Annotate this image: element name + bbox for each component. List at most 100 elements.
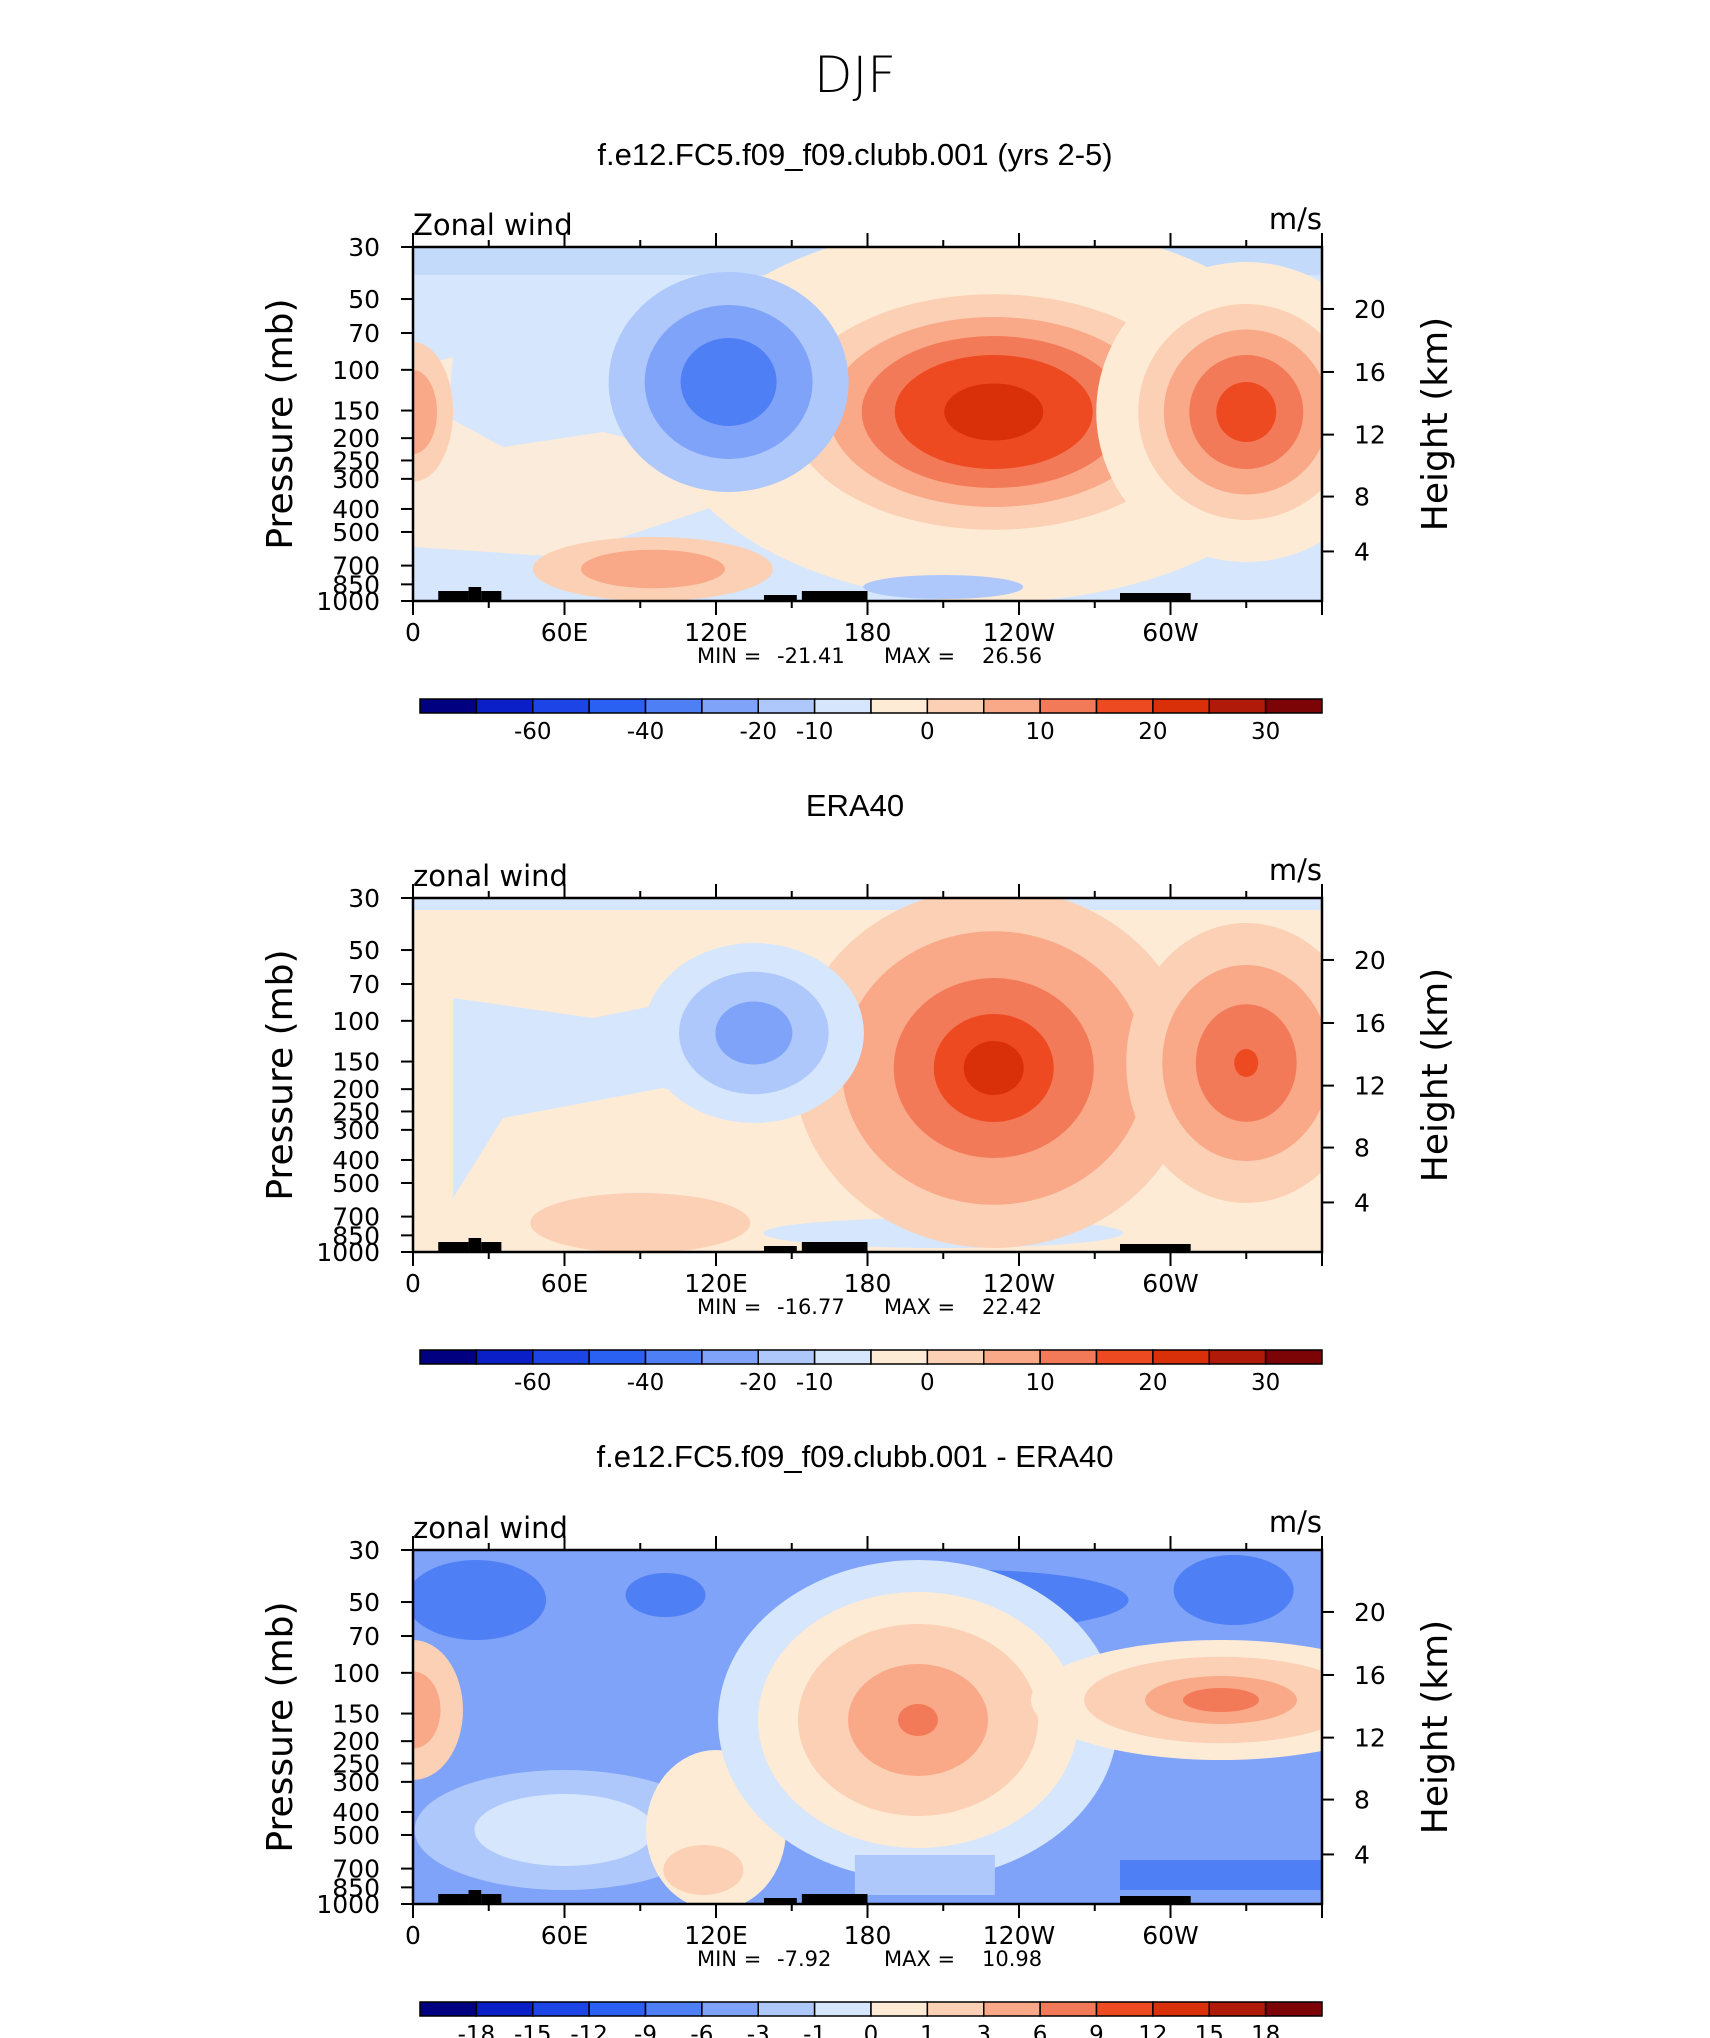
colorbar-label: -10	[796, 719, 834, 745]
x-tick-label: 0	[405, 1921, 421, 1950]
x-tick-label: 120E	[684, 1921, 748, 1950]
y2-tick-label: 12	[1354, 1724, 1386, 1753]
land-mask	[468, 587, 482, 601]
land-mask	[438, 1894, 469, 1904]
topography	[438, 587, 1191, 601]
colorbar-swatch	[813, 1349, 872, 1365]
topography	[438, 1238, 1191, 1252]
colorbar-swatch	[1264, 698, 1323, 714]
colorbar-label: 18	[1251, 2022, 1280, 2038]
y-tick-label: 300	[332, 465, 380, 494]
max-label: MAX =	[884, 1947, 955, 1971]
y-tick-label: 70	[348, 970, 380, 999]
y-tick-label: 700	[332, 552, 380, 581]
x-tick-label: 60E	[541, 618, 589, 647]
land-mask	[1120, 1896, 1191, 1904]
colorbar-swatch	[475, 698, 534, 714]
y2-axis-title: Height (km)	[1415, 317, 1456, 531]
colorbar-swatch	[983, 1349, 1041, 1365]
heatmap-field	[413, 898, 1322, 1252]
colorbar-label: 20	[1138, 719, 1167, 745]
colorbar-swatch	[1208, 698, 1267, 714]
min-value: -7.92	[777, 1947, 831, 1971]
y-tick-label: 30	[348, 884, 380, 913]
y-tick-label: 30	[348, 233, 380, 262]
x-tick-label: 60W	[1142, 618, 1199, 647]
y-tick-label: 400	[332, 1146, 380, 1175]
y-tick-label: 850	[332, 1873, 380, 1902]
y-tick-label: 500	[332, 1821, 380, 1850]
colorbar-swatch	[926, 698, 985, 714]
x-tick-label: 180	[844, 1269, 892, 1298]
y-tick-label: 70	[348, 319, 380, 348]
max-label: MAX =	[884, 644, 955, 668]
contour-fill	[1234, 1049, 1259, 1077]
colorbar-swatch	[701, 1349, 759, 1365]
contour-fill	[898, 1704, 938, 1736]
contour-fill	[1173, 1555, 1294, 1625]
colorbar-swatch	[1152, 2001, 1210, 2017]
positive-region	[413, 357, 713, 557]
y-axis-title: Pressure (mb)	[260, 1601, 301, 1852]
colorbar-swatch	[1208, 1349, 1267, 1365]
contour-fill	[413, 1671, 441, 1749]
upper-band	[413, 898, 1322, 910]
y2-tick-label: 16	[1354, 358, 1386, 387]
colorbar-swatch	[1264, 1349, 1323, 1365]
y2-tick-label: 16	[1354, 1009, 1386, 1038]
colorbar-swatch	[870, 1349, 929, 1365]
min-value: -21.41	[777, 644, 845, 668]
colorbar-swatch	[983, 698, 1041, 714]
land-mask	[481, 1242, 502, 1252]
contour-fill	[963, 1041, 1024, 1095]
y-tick-label: 700	[332, 1855, 380, 1884]
min-label: MIN =	[697, 644, 761, 668]
colorbar-swatch	[419, 1349, 478, 1365]
colorbar-label: -40	[627, 1370, 665, 1396]
contour-fill	[413, 370, 437, 454]
colorbar-label: -15	[514, 2022, 552, 2038]
y2-tick-label: 4	[1354, 1188, 1370, 1217]
x-tick-label: 60W	[1142, 1269, 1199, 1298]
y2-tick-label: 4	[1354, 1840, 1370, 1869]
land-mask	[1120, 593, 1191, 601]
y-tick-label: 300	[332, 1768, 380, 1797]
y2-axis-title: Height (km)	[1415, 968, 1456, 1182]
y-tick-label: 1000	[316, 1890, 380, 1919]
y2-tick-label: 20	[1354, 1598, 1386, 1627]
y2-tick-label: 12	[1354, 1072, 1386, 1101]
colorbar-swatch	[757, 698, 816, 714]
colorbar-swatch	[701, 2001, 759, 2017]
heatmap-field	[413, 1550, 1322, 1904]
colorbar-swatch	[1039, 2001, 1098, 2017]
land-mask	[801, 1242, 868, 1252]
x-tick-label: 60E	[541, 1269, 589, 1298]
y-tick-label: 250	[332, 1749, 380, 1778]
contour-fill	[474, 1794, 655, 1866]
x-tick-label: 0	[405, 618, 421, 647]
colorbar-swatch	[1039, 1349, 1098, 1365]
variable-label: zonal wind	[413, 1511, 568, 1545]
y2-tick-label: 20	[1354, 946, 1386, 975]
y-tick-label: 150	[332, 1048, 380, 1077]
land-mask	[438, 1242, 469, 1252]
land-mask	[438, 591, 469, 601]
colorbar-label: -1	[803, 2022, 826, 2038]
land-mask	[763, 1898, 797, 1904]
colorbar-swatch	[588, 2001, 647, 2017]
colorbar-swatch	[870, 698, 929, 714]
min-label: MIN =	[697, 1947, 761, 1971]
units-label: m/s	[1269, 853, 1322, 887]
contour-fill	[530, 1193, 751, 1252]
colorbar-swatch	[701, 698, 759, 714]
y2-tick-label: 4	[1354, 537, 1370, 566]
colorbar-label: -6	[690, 2022, 713, 2038]
colorbar-swatch	[532, 2001, 590, 2017]
colorbar-label: 6	[1033, 2022, 1048, 2038]
y-tick-label: 300	[332, 1116, 380, 1145]
y-tick-label: 50	[348, 1588, 380, 1617]
colorbar-swatch	[588, 698, 647, 714]
land-mask	[1120, 1244, 1191, 1252]
colorbar-label: 9	[1089, 2022, 1104, 2038]
land-mask	[481, 591, 502, 601]
